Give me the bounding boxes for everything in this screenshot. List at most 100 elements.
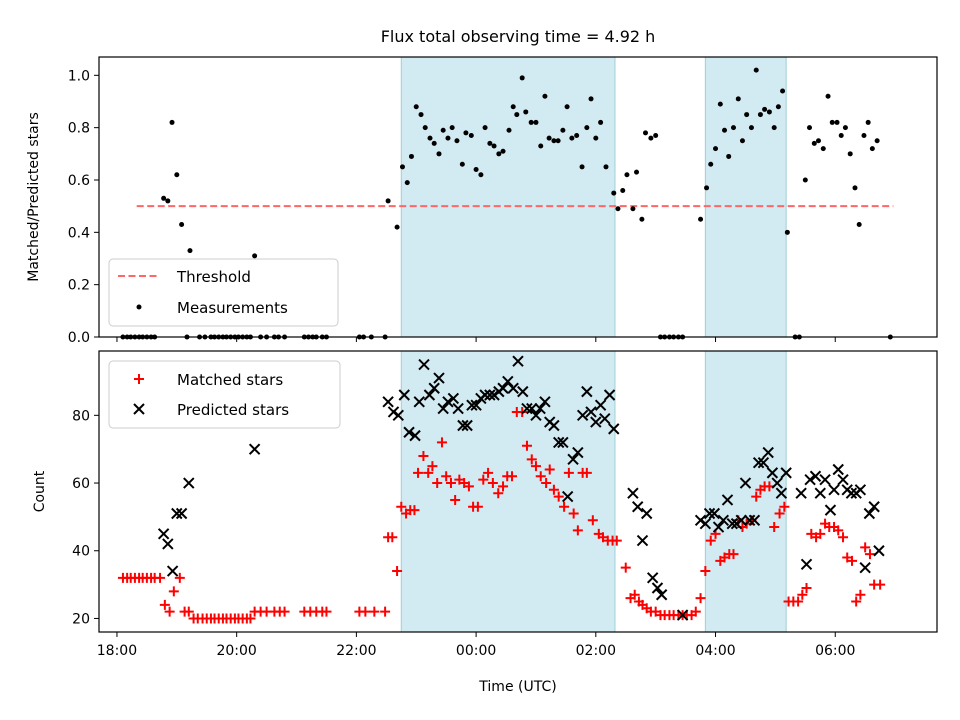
x-tick-label: 18:00 [97,643,137,659]
matched-star-point [321,606,332,617]
predicted-star-point [526,402,538,415]
matched-star-point [815,528,826,539]
measurement-point [726,153,732,159]
matched-star-point [450,494,461,505]
measurement-point [394,224,400,230]
predicted-star-point [757,457,770,469]
measurement-point [445,135,451,141]
predicted-star-point [576,409,589,422]
predicted-star-point [809,470,822,482]
legend-threshold-label: Threshold [176,268,251,286]
predicted-star-point [457,419,469,432]
top-legend: Threshold Measurements [108,258,339,327]
predicted-star-point [775,487,788,499]
measurement-point [538,143,544,149]
matched-star-point [493,488,504,499]
matched-star-point [563,467,574,478]
measurement-point [739,138,745,144]
matched-star-point [544,464,555,475]
measurement-point [757,112,763,118]
matched-star-point [801,582,812,593]
predicted-star-point [651,582,664,594]
measurement-point [431,140,437,146]
measurement-point [551,138,557,144]
measurement-point [555,138,561,144]
measurement-point [564,104,570,110]
predicted-star-point [157,528,170,540]
predicted-star-point [409,429,421,442]
x-tick-label: 00:00 [456,643,496,659]
matched-star-point [521,440,532,451]
shaded-interval-1 [704,56,787,338]
measurement-point [735,96,741,102]
matched-star-point [183,606,194,617]
measurement-point [784,229,790,235]
measurement-point [620,187,626,193]
matched-star-point [864,549,875,560]
matched-star-point [700,566,711,577]
predicted-star-point [521,402,533,415]
measurement-point [598,119,604,125]
predicted-star-point [428,382,440,394]
measurement-point [528,119,534,125]
predicted-star-point [845,487,858,499]
legend-measurements-label: Measurements [177,299,288,317]
matched-star-point [387,532,398,543]
measurement-point [722,127,728,133]
predicted-star-point [795,487,807,499]
measurement-point [523,109,529,115]
x-tick-label: 04:00 [695,643,735,659]
matched-star-point [472,501,483,512]
matched-star-point [380,606,391,617]
x-axis-label: Time (UTC) [478,679,556,695]
predicted-star-point [437,402,449,415]
matched-star-point [432,478,443,489]
plot-frame [98,350,938,633]
predicted-star-point [748,514,761,526]
measurement-point [811,140,817,146]
matched-star-point [463,481,474,492]
measurement-point [459,161,465,167]
measurement-point [838,133,844,139]
bottom-panel: 20 40 60 80 18:00 20:00 22:00 00:00 02:00 04:00 06… [32,350,938,695]
measurement-point [418,112,424,118]
measurement-point [574,133,580,139]
x-tick-label: 22:00 [336,643,376,659]
shaded-interval-1 [704,350,787,633]
measurement-point [579,164,585,170]
matched-star-point [769,522,780,533]
matched-star-point [611,535,622,546]
y-tick-label: 60 [72,476,90,492]
matched-star-point [427,461,438,472]
matched-star-point [587,515,598,526]
measurement-point [748,125,754,131]
measurement-point [487,140,493,146]
matched-star-point [174,572,185,583]
predicted-star-point [819,473,831,486]
matched-star-point [568,508,579,519]
measurement-point [436,151,442,157]
top-panel: 0.0 0.2 0.4 0.6 0.8 1.0 Threshold Measurements… [26,56,938,346]
measurement-point [478,172,484,178]
measurement-point [187,248,193,254]
matched-star-point [436,437,447,448]
matched-star-point [478,474,489,485]
matched-star-point [423,467,434,478]
predicted-star-point [599,413,611,425]
predicted-star-point [413,396,425,408]
predicted-star-point [403,426,415,438]
measurement-point [829,119,835,125]
measurement-point [514,112,520,118]
measurement-point [454,138,460,144]
legend-box [108,360,341,429]
measurement-point [802,177,808,183]
matched-star-point [526,454,537,465]
matched-star-point [418,450,429,461]
measurement-point [615,206,621,212]
measurement-point [611,190,617,196]
predicted-star-point [585,406,597,418]
matched-star-point [774,508,785,519]
predicted-star-point [507,382,519,394]
measurement-point [588,96,594,102]
